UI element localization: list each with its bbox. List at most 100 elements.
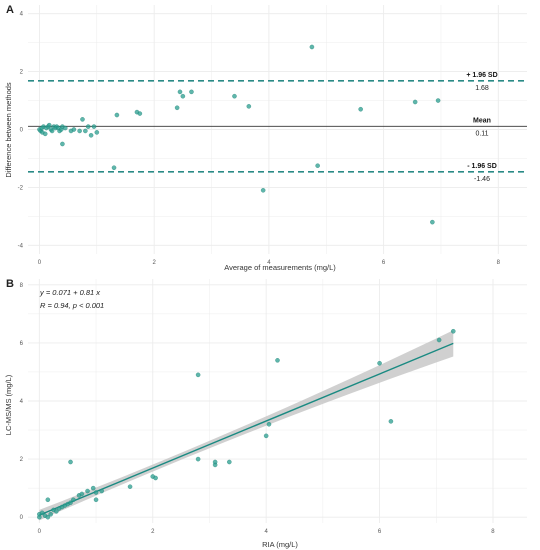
panel-a-x-axis-label: Average of measurements (mg/L) [224,263,336,272]
data-point [42,131,48,137]
data-point [195,456,201,462]
data-point [90,485,96,491]
panel-a-reference-labels: + 1.96 SD 1.68 Mean 0.11 - 1.96 SD -1.46 [466,72,497,183]
data-point [79,491,85,497]
x-tick-label: 4 [264,529,268,535]
data-point [246,104,252,109]
y-tick-label: 2 [20,457,24,463]
bland-altman-panel: 0 2 4 6 8 -4 -2 0 2 4 + 1.96 SD 1.68 Mean 0.11 - 1.96… [4,4,527,272]
y-tick-label: 2 [20,70,24,76]
data-point [68,459,73,465]
data-point [60,141,65,147]
data-point [377,360,382,366]
data-point [153,475,158,481]
y-tick-label: -2 [18,185,24,191]
x-tick-label: 0 [38,529,42,535]
data-point [93,497,99,503]
data-point [430,219,435,225]
panel-a-grid [28,5,527,254]
data-point [49,128,55,134]
data-point [263,433,269,439]
data-point [85,124,91,129]
panel-b-y-axis-label: LC-MS/MS (mg/L) [4,374,13,435]
reference-value-upper: 1.68 [475,85,489,92]
reference-label-lower: - 1.96 SD [467,163,497,170]
x-tick-label: 2 [153,260,157,266]
y-tick-label: 6 [20,341,24,347]
correlation-panel: 0 2 4 6 8 0 2 4 6 8 B y = 0.071 + 0.81 x R = 0.94… [4,278,527,549]
regression-line [39,342,454,516]
panel-b-ticks: 0 2 4 6 8 0 2 4 6 8 [20,283,496,535]
data-point [94,130,100,135]
data-point [412,99,418,105]
data-point [45,497,51,503]
panel-a-reference-lines [28,80,527,173]
data-point [358,106,363,112]
panel-a-letter: A [6,4,14,16]
data-point [111,165,117,170]
data-point [45,514,51,520]
panel-b-letter: B [6,278,14,290]
x-tick-label: 6 [382,260,386,266]
y-tick-label: 0 [20,128,24,134]
regression-stats: R = 0.94, p < 0.001 [40,301,104,310]
data-point [180,93,186,99]
data-point [309,44,315,50]
reference-label-upper: + 1.96 SD [466,72,497,79]
data-point [46,122,52,128]
data-point [177,89,183,95]
reference-value-lower: -1.46 [474,176,490,183]
data-point [39,510,45,516]
data-point [127,484,133,489]
data-point [227,459,232,465]
panel-b-x-axis-label: RIA (mg/L) [262,540,298,549]
data-point [315,163,320,168]
data-point [266,421,272,427]
data-point [71,497,76,503]
data-point [88,133,94,138]
panel-b-points [37,329,456,520]
data-point [137,111,143,116]
panel-a-ticks: 0 2 4 6 8 -4 -2 0 2 4 [18,12,501,266]
data-point [48,512,53,517]
data-point [83,128,88,134]
data-point [275,358,280,363]
data-point [77,128,82,134]
data-point [388,419,394,424]
data-point [54,509,59,514]
data-point [91,124,97,129]
data-point [71,127,77,132]
x-tick-label: 0 [38,260,42,266]
data-point [212,459,218,465]
x-tick-label: 8 [491,529,495,535]
panel-a-points [37,44,441,225]
data-point [93,490,99,495]
data-point [232,93,237,99]
panel-b-regression-line [39,342,454,516]
data-point [80,117,85,122]
y-tick-label: -4 [18,243,24,249]
x-tick-label: 4 [267,260,271,266]
x-tick-label: 2 [151,529,155,535]
x-tick-label: 6 [378,529,382,535]
data-point [451,329,456,334]
data-point [85,488,90,494]
data-point [260,188,266,193]
y-tick-label: 0 [20,515,24,521]
data-point [435,98,441,103]
data-point [436,337,442,343]
panel-a-y-axis-label: Difference between methods [4,82,13,178]
y-tick-label: 4 [20,399,24,405]
y-tick-label: 8 [20,283,24,289]
y-tick-label: 4 [20,12,24,18]
data-point [189,89,194,95]
data-point [174,105,180,111]
data-point [114,112,120,118]
reference-value-mean: 0.11 [475,130,488,137]
data-point [68,500,73,505]
regression-equation: y = 0.071 + 0.81 x [39,288,100,297]
data-point [99,488,104,494]
x-tick-label: 8 [497,260,501,266]
data-point [195,372,201,378]
